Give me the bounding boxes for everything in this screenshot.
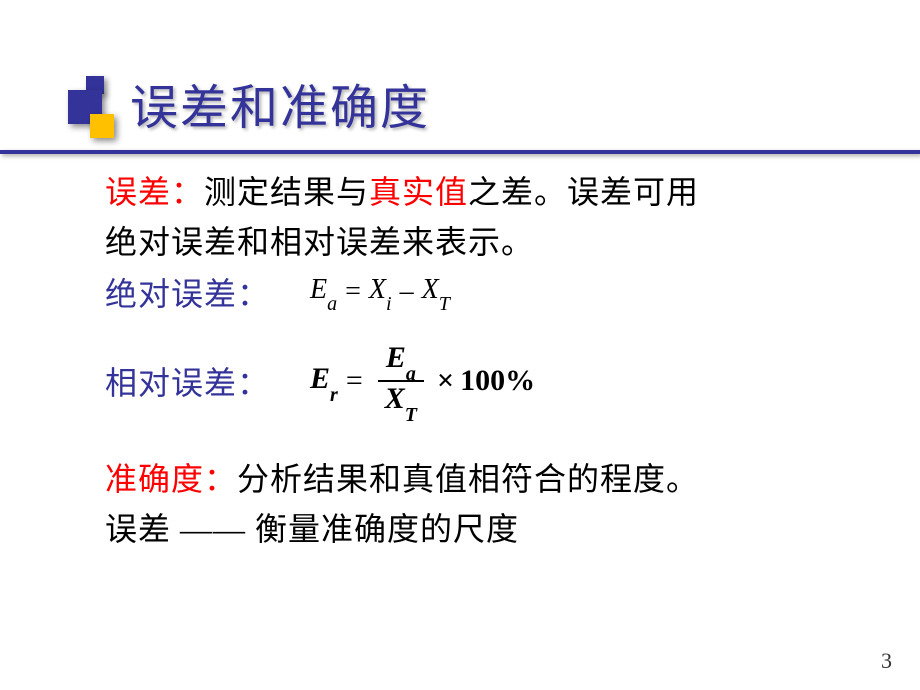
term-accuracy: 准确度： [105, 461, 237, 497]
percent-sign: % [505, 364, 535, 398]
numerator: Ea [378, 341, 424, 382]
text: 分析结果和真值相符合的程度。 [237, 461, 699, 497]
spacer [105, 317, 860, 339]
equals-sign: = [345, 276, 361, 308]
absolute-error-formula: Ea = Xi – XT [310, 274, 450, 311]
deco-square-yellow [90, 114, 114, 138]
spacer [105, 423, 860, 445]
var-Er: Er [310, 362, 338, 401]
header: 误差和准确度 [0, 0, 920, 138]
paragraph-3: 准确度：分析结果和真值相符合的程度。 [105, 455, 860, 505]
fraction: Ea XT [377, 341, 425, 421]
paragraph-2: 绝对误差和相对误差来表示。 [105, 218, 860, 268]
text: 绝对误差和相对误差来表示。 [105, 224, 534, 260]
relative-error-formula: Er = Ea XT × 100 % [310, 341, 535, 421]
minus-sign: – [400, 276, 414, 308]
slide: 误差和准确度 误差：测定结果与真实值之差。误差可用 绝对误差和相对误差来表示。 … [0, 0, 920, 690]
term-error: 误差： [105, 174, 204, 210]
title-underline [0, 150, 920, 154]
var-Ea: Ea [310, 274, 337, 311]
paragraph-4: 误差 —— 衡量准确度的尺度 [105, 505, 860, 555]
text: 之差。误差可用 [468, 174, 699, 210]
content: 误差：测定结果与真实值之差。误差可用 绝对误差和相对误差来表示。 绝对误差： E… [0, 138, 920, 554]
absolute-error-label: 绝对误差： [105, 269, 270, 315]
slide-title: 误差和准确度 [130, 68, 920, 138]
relative-error-row: 相对误差： Er = Ea XT × 100 % [105, 341, 860, 421]
equals-sign: = [346, 364, 363, 398]
text: 测定结果与 [204, 174, 369, 210]
page-number: 3 [881, 648, 892, 674]
term-true-value: 真实值 [369, 174, 468, 210]
hundred: 100 [460, 364, 505, 398]
spacer [105, 445, 860, 455]
text: 误差 —— 衡量准确度的尺度 [105, 511, 519, 547]
denominator: XT [377, 382, 425, 421]
absolute-error-row: 绝对误差： Ea = Xi – XT [105, 269, 860, 315]
paragraph-1: 误差：测定结果与真实值之差。误差可用 [105, 168, 860, 218]
title-decoration [68, 66, 126, 156]
var-XT: XT [422, 274, 450, 311]
var-Xi: Xi [369, 274, 392, 311]
times-sign: × [437, 364, 454, 398]
relative-error-label: 相对误差： [105, 358, 270, 404]
